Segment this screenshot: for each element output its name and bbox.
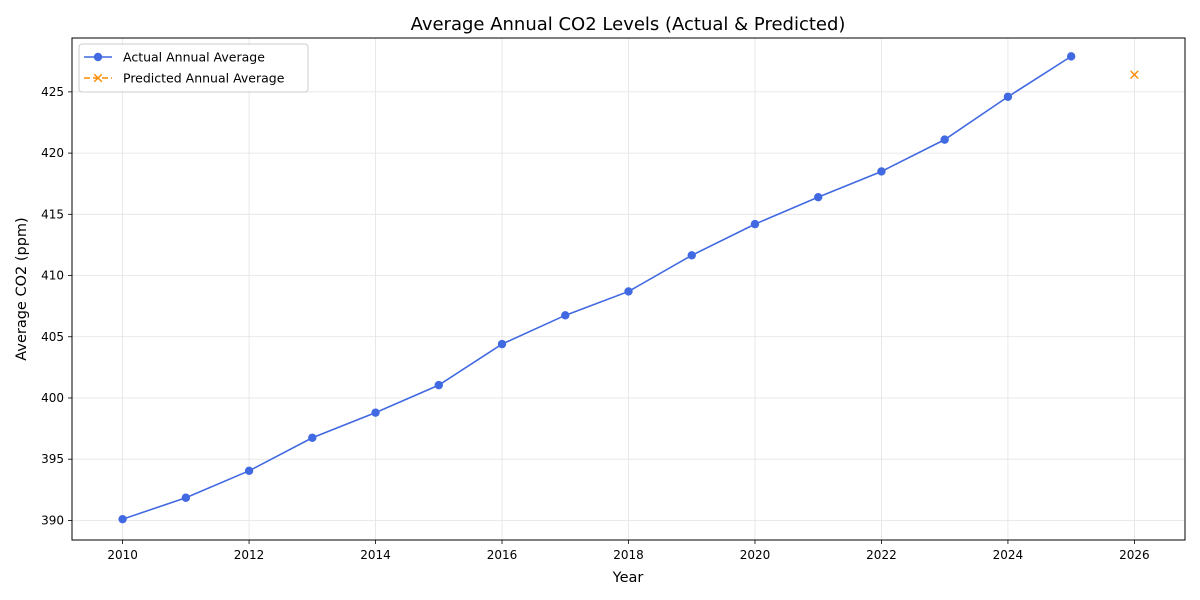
x-tick-label: 2018 (613, 548, 644, 562)
y-axis-label: Average CO2 (ppm) (14, 217, 30, 360)
x-tick-label: 2020 (740, 548, 771, 562)
data-point (940, 135, 949, 144)
data-point (118, 514, 127, 524)
series-layer (118, 52, 1139, 524)
data-point (687, 251, 696, 260)
data-point (308, 433, 317, 442)
y-tick-label: 400 (41, 391, 64, 405)
data-point (1066, 52, 1076, 61)
data-point (877, 167, 886, 176)
x-tick-label: 2022 (866, 548, 897, 562)
data-point (497, 339, 507, 349)
data-point (244, 466, 254, 476)
legend-label: Predicted Annual Average (123, 71, 285, 86)
axis-ticks: 2010 2012 2014 2016 2018 2020 2022 2024 2026 390 3… (41, 85, 1150, 562)
grid (72, 38, 1185, 540)
data-point (1130, 70, 1139, 80)
legend-marker (93, 52, 103, 62)
legend-box (78, 43, 309, 93)
data-point-stroke (1130, 70, 1139, 80)
x-tick-label: 2014 (360, 548, 391, 562)
data-point (624, 287, 633, 296)
y-tick-label: 390 (41, 513, 64, 527)
data-point (814, 192, 823, 202)
x-tick-label: 2026 (1119, 548, 1150, 562)
data-point (1003, 92, 1013, 101)
legend-marker (93, 73, 103, 83)
x-tick-label: 2024 (993, 548, 1024, 562)
x-tick-label: 2016 (487, 548, 518, 562)
legend-marker-stroke (93, 73, 103, 83)
data-point (561, 311, 570, 320)
y-tick-label: 395 (41, 452, 64, 466)
data-point (750, 219, 760, 229)
legend-label: Actual Annual Average (123, 50, 265, 65)
y-tick-label: 415 (41, 207, 64, 221)
y-tick-label: 410 (41, 269, 64, 283)
y-tick-label: 405 (41, 330, 64, 344)
data-point (181, 493, 191, 502)
chart-title: Average Annual CO2 Levels (Actual & Pred… (411, 14, 846, 35)
legend: Actual Annual Average Predicted Annual Av… (78, 43, 309, 93)
series-line (122, 55, 1072, 520)
y-tick-label: 420 (41, 146, 64, 160)
x-axis-label: Year (612, 570, 644, 586)
y-tick-label: 425 (41, 85, 64, 99)
data-point (434, 380, 443, 390)
x-tick-label: 2012 (234, 548, 265, 562)
data-point (371, 408, 380, 417)
x-tick-label: 2010 (107, 548, 138, 562)
